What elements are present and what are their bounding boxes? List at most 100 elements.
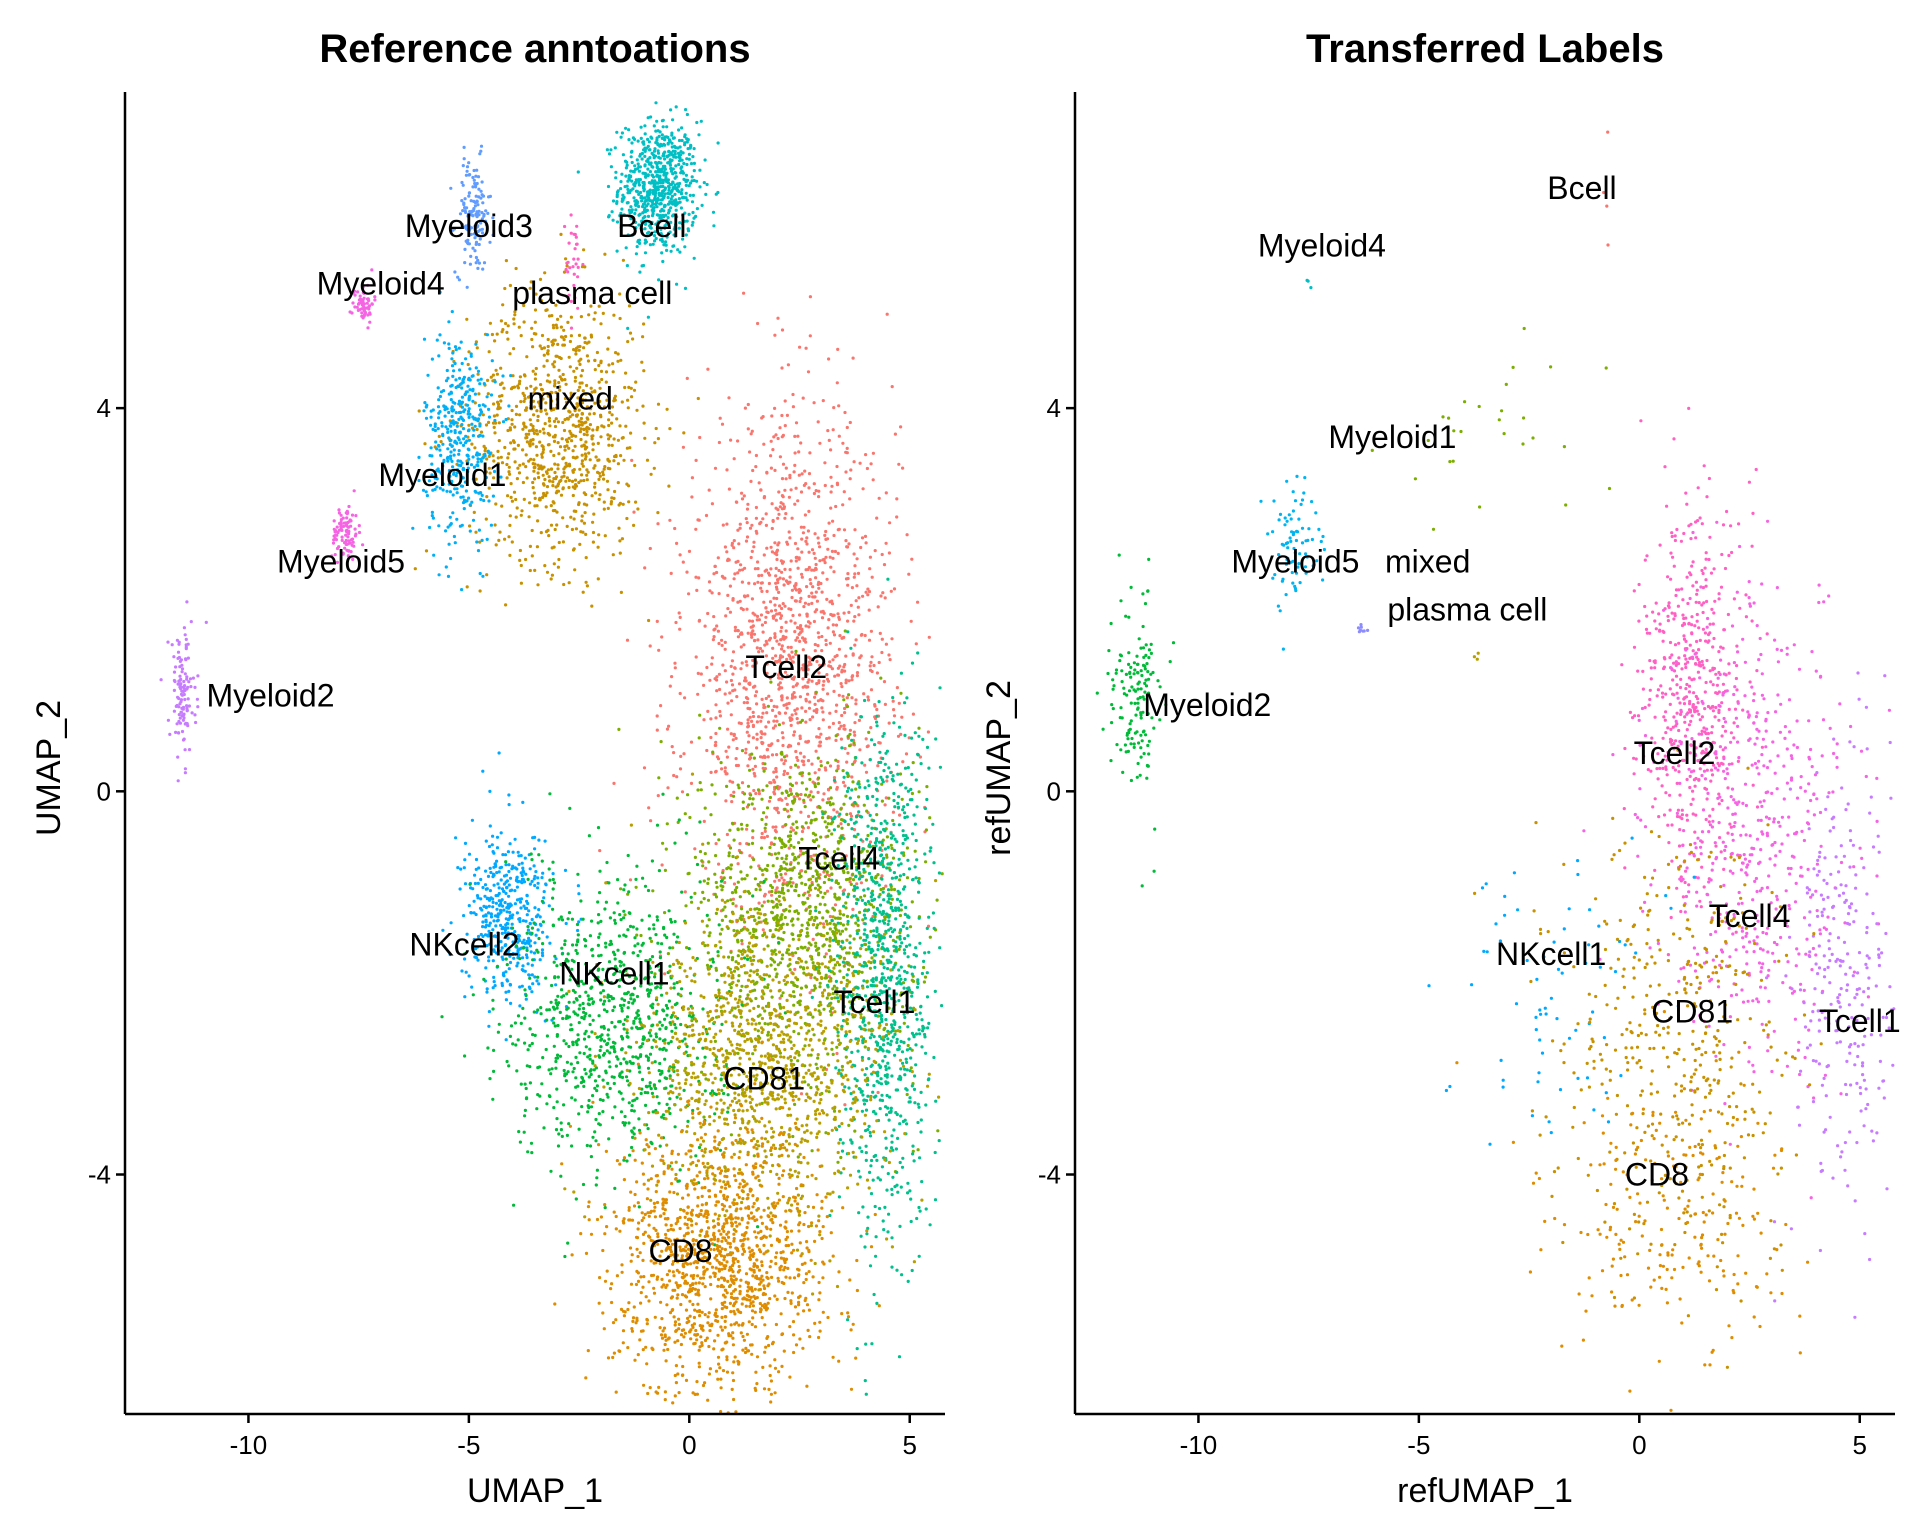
scatter-point (766, 1030, 771, 1034)
scatter-point (361, 543, 365, 547)
scatter-point (841, 923, 846, 927)
scatter-point (733, 572, 737, 576)
scatter-point (746, 718, 750, 722)
scatter-point (468, 503, 472, 507)
scatter-point (836, 551, 840, 556)
scatter-point (439, 440, 443, 444)
scatter-point (685, 162, 689, 167)
scatter-point (517, 325, 521, 329)
scatter-point (740, 781, 745, 785)
scatter-point (710, 502, 715, 506)
scatter-point (780, 957, 784, 961)
scatter-point (902, 1021, 906, 1025)
scatter-point (768, 636, 773, 640)
scatter-point (466, 384, 470, 388)
scatter-point (773, 541, 777, 545)
scatter-point (746, 725, 750, 729)
scatter-point (723, 692, 727, 696)
scatter-point (745, 535, 750, 539)
scatter-point (853, 528, 857, 532)
scatter-point (444, 529, 448, 533)
scatter-point (483, 454, 487, 458)
scatter-point (603, 252, 607, 256)
scatter-point (820, 616, 825, 620)
scatter-point (755, 720, 760, 724)
scatter-point (445, 489, 449, 493)
scatter-point (803, 601, 808, 605)
scatter-point (558, 388, 562, 392)
scatter-point (684, 173, 689, 177)
scatter-point (686, 793, 690, 797)
scatter-point (373, 295, 377, 299)
scatter-point (690, 223, 694, 227)
scatter-point (620, 537, 625, 541)
scatter-point (612, 399, 616, 403)
scatter-point (643, 146, 647, 150)
scatter-point (789, 843, 793, 848)
scatter-point (866, 833, 870, 838)
scatter-point (463, 500, 467, 504)
scatter-point (516, 443, 521, 447)
scatter-point (593, 311, 597, 315)
scatter-point (531, 480, 535, 485)
scatter-point (714, 740, 718, 744)
scatter-point (776, 316, 780, 320)
scatter-point (529, 404, 533, 408)
scatter-point (809, 821, 813, 825)
scatter-point (804, 720, 808, 724)
scatter-point (564, 382, 568, 386)
scatter-point (825, 537, 830, 541)
scatter-point (606, 457, 610, 461)
scatter-point (765, 470, 769, 474)
scatter-point (725, 832, 730, 837)
scatter-point (834, 738, 838, 743)
scatter-point (751, 836, 755, 840)
scatter-point (549, 467, 554, 471)
scatter-point (483, 449, 487, 453)
scatter-point (689, 740, 694, 744)
scatter-point (765, 806, 770, 810)
scatter-point (175, 638, 179, 642)
scatter-point (534, 445, 539, 449)
scatter-point (656, 522, 660, 526)
scatter-point (791, 822, 795, 826)
scatter-point (446, 376, 450, 380)
scatter-point (706, 611, 710, 616)
scatter-point (478, 382, 482, 386)
scatter-point (666, 202, 671, 206)
scatter-point (626, 398, 630, 402)
scatter-point (698, 185, 702, 189)
scatter-point (521, 480, 526, 485)
scatter-point (546, 394, 551, 398)
scatter-point (827, 948, 831, 953)
scatter-point (804, 821, 808, 825)
scatter-point (768, 928, 772, 933)
scatter-point (836, 824, 841, 828)
scatter-point (567, 241, 571, 245)
scatter-point (429, 423, 433, 427)
scatter-point (483, 446, 487, 450)
scatter-point (909, 1066, 913, 1070)
scatter-point (821, 922, 826, 926)
scatter-point (796, 1155, 800, 1159)
scatter-point (543, 564, 547, 568)
scatter-point (845, 760, 849, 764)
scatter-point (632, 218, 636, 222)
scatter-point (720, 574, 725, 579)
scatter-point (727, 396, 731, 400)
scatter-point (469, 463, 474, 467)
scatter-point (726, 593, 730, 598)
scatter-point (573, 568, 577, 572)
scatter-point (507, 470, 511, 474)
scatter-point (638, 152, 643, 156)
scatter-point (499, 455, 503, 459)
scatter-point (869, 726, 873, 730)
scatter-point (449, 438, 453, 442)
scatter-point (806, 370, 811, 374)
scatter-point (525, 440, 530, 444)
scatter-point (917, 790, 921, 794)
scatter-point (465, 403, 470, 407)
scatter-point (738, 526, 742, 530)
scatter-point (705, 182, 709, 187)
scatter-point (678, 145, 682, 149)
